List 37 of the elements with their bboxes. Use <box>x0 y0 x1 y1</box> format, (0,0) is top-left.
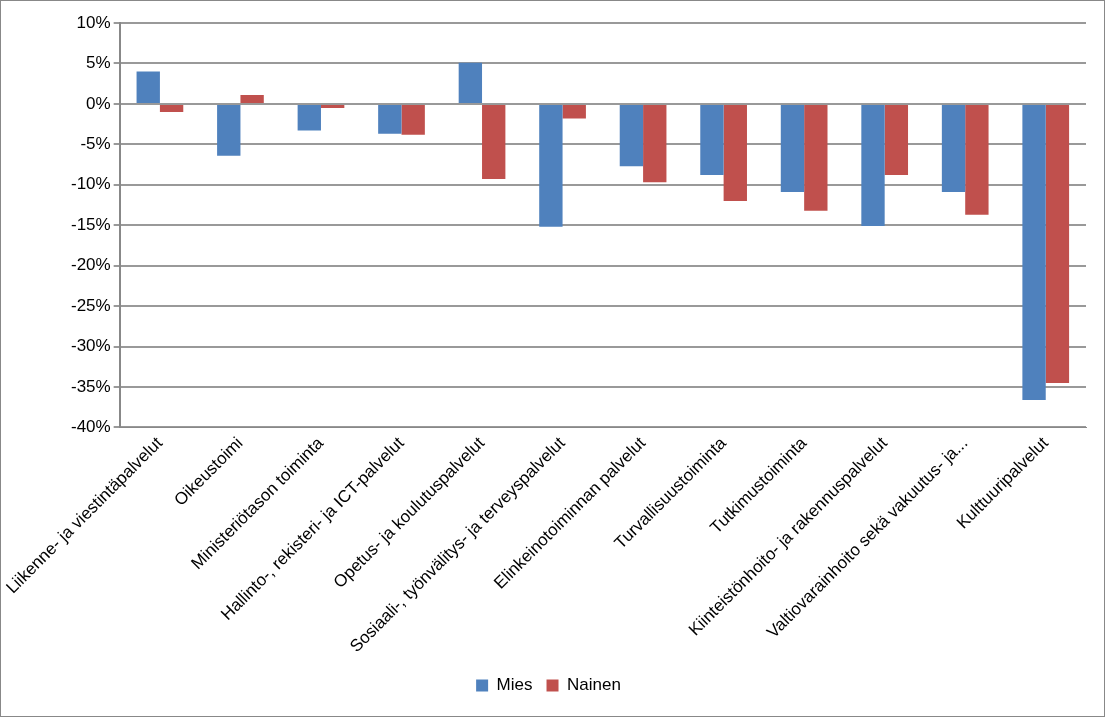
bar <box>320 104 345 108</box>
bar <box>297 104 321 131</box>
bar <box>1022 104 1046 400</box>
y-tick-label: 10% <box>76 12 111 32</box>
bar <box>539 104 563 227</box>
y-tick-label: -40% <box>70 417 111 437</box>
bar <box>482 104 506 180</box>
bar <box>723 104 747 201</box>
bar <box>965 104 989 215</box>
bar <box>884 104 909 176</box>
bar <box>136 71 160 103</box>
bar <box>240 94 264 103</box>
bar <box>159 104 184 112</box>
bar <box>643 104 667 183</box>
bar <box>217 104 241 156</box>
y-tick-label: -35% <box>70 376 111 396</box>
bar <box>401 104 425 135</box>
bar <box>780 104 805 193</box>
y-tick-label: -10% <box>70 174 111 194</box>
bar <box>378 104 402 134</box>
bar <box>1045 104 1070 383</box>
bar <box>562 104 586 119</box>
bar <box>619 104 644 167</box>
y-tick-label: -25% <box>70 295 111 315</box>
y-tick-label: 5% <box>86 53 111 73</box>
legend-label: Mies <box>496 675 533 695</box>
bar <box>804 104 828 211</box>
y-tick-label: -5% <box>80 134 111 154</box>
legend-label: Nainen <box>567 675 621 695</box>
y-tick-label: 0% <box>86 93 111 113</box>
bar <box>700 104 724 176</box>
y-tick-label: -15% <box>70 214 111 234</box>
bar <box>458 62 483 103</box>
y-tick-label: -20% <box>70 255 111 275</box>
y-tick-label: -30% <box>70 336 111 356</box>
bar <box>861 104 885 227</box>
bar <box>941 104 966 193</box>
